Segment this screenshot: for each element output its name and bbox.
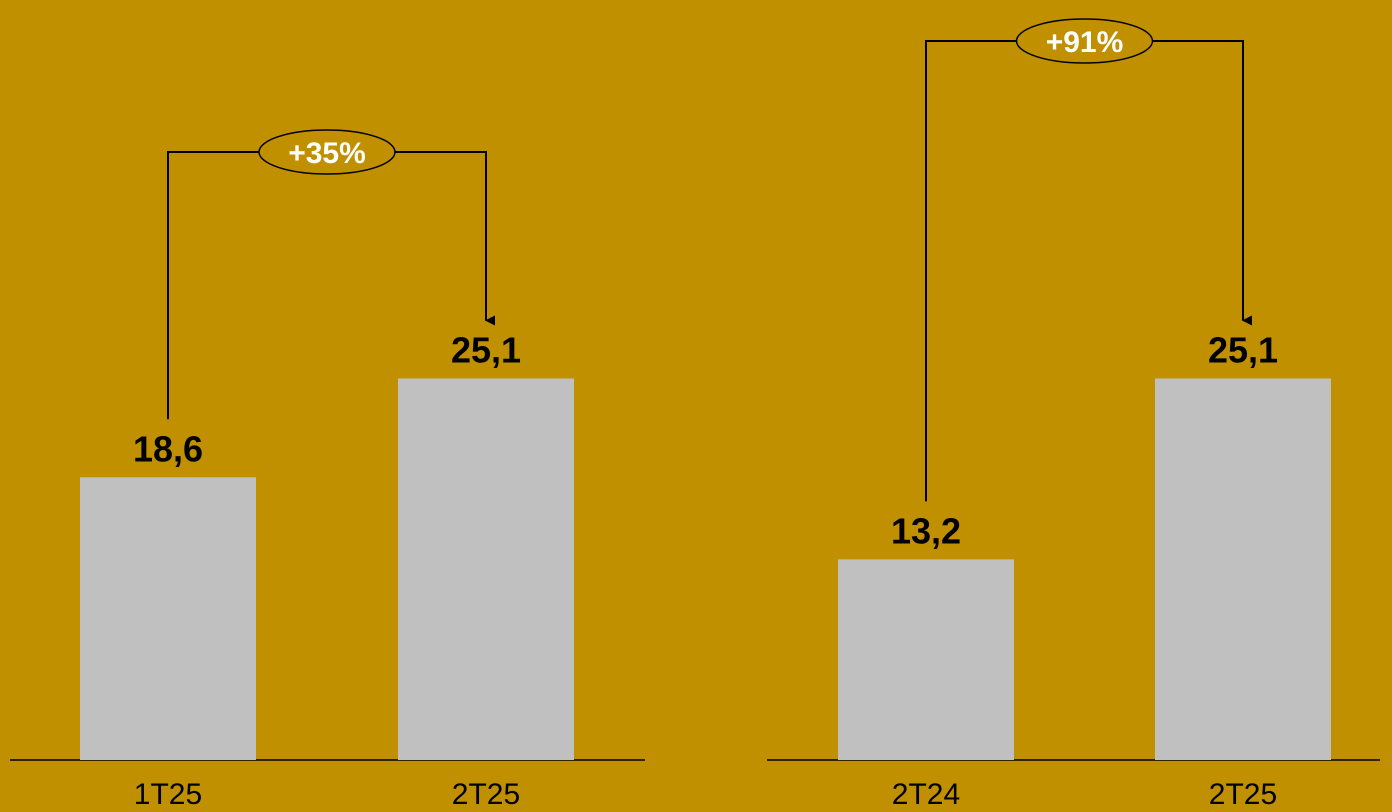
chart-left: 18,6 1T25 25,1 2T25 +35% bbox=[10, 129, 645, 811]
growth-badge bbox=[1015, 18, 1154, 64]
growth-badge-label: +35% bbox=[288, 137, 366, 170]
growth-badge bbox=[258, 129, 396, 175]
bar-2t25 bbox=[1155, 378, 1331, 760]
data-label: 25,1 bbox=[451, 329, 521, 370]
bar-1t25 bbox=[80, 477, 256, 760]
bar-2t24 bbox=[838, 559, 1014, 760]
data-label: 18,6 bbox=[133, 428, 203, 469]
category-label: 2T25 bbox=[452, 778, 520, 811]
growth-badge-label: +91% bbox=[1046, 26, 1124, 59]
category-label: 2T25 bbox=[1209, 778, 1277, 811]
data-label: 25,1 bbox=[1208, 329, 1278, 370]
bar-2t25 bbox=[398, 378, 574, 760]
category-label: 2T24 bbox=[892, 778, 960, 811]
chart-right: 13,2 2T24 25,1 2T25 +91% bbox=[767, 18, 1380, 811]
category-label: 1T25 bbox=[134, 778, 202, 811]
data-label: 13,2 bbox=[891, 510, 961, 551]
